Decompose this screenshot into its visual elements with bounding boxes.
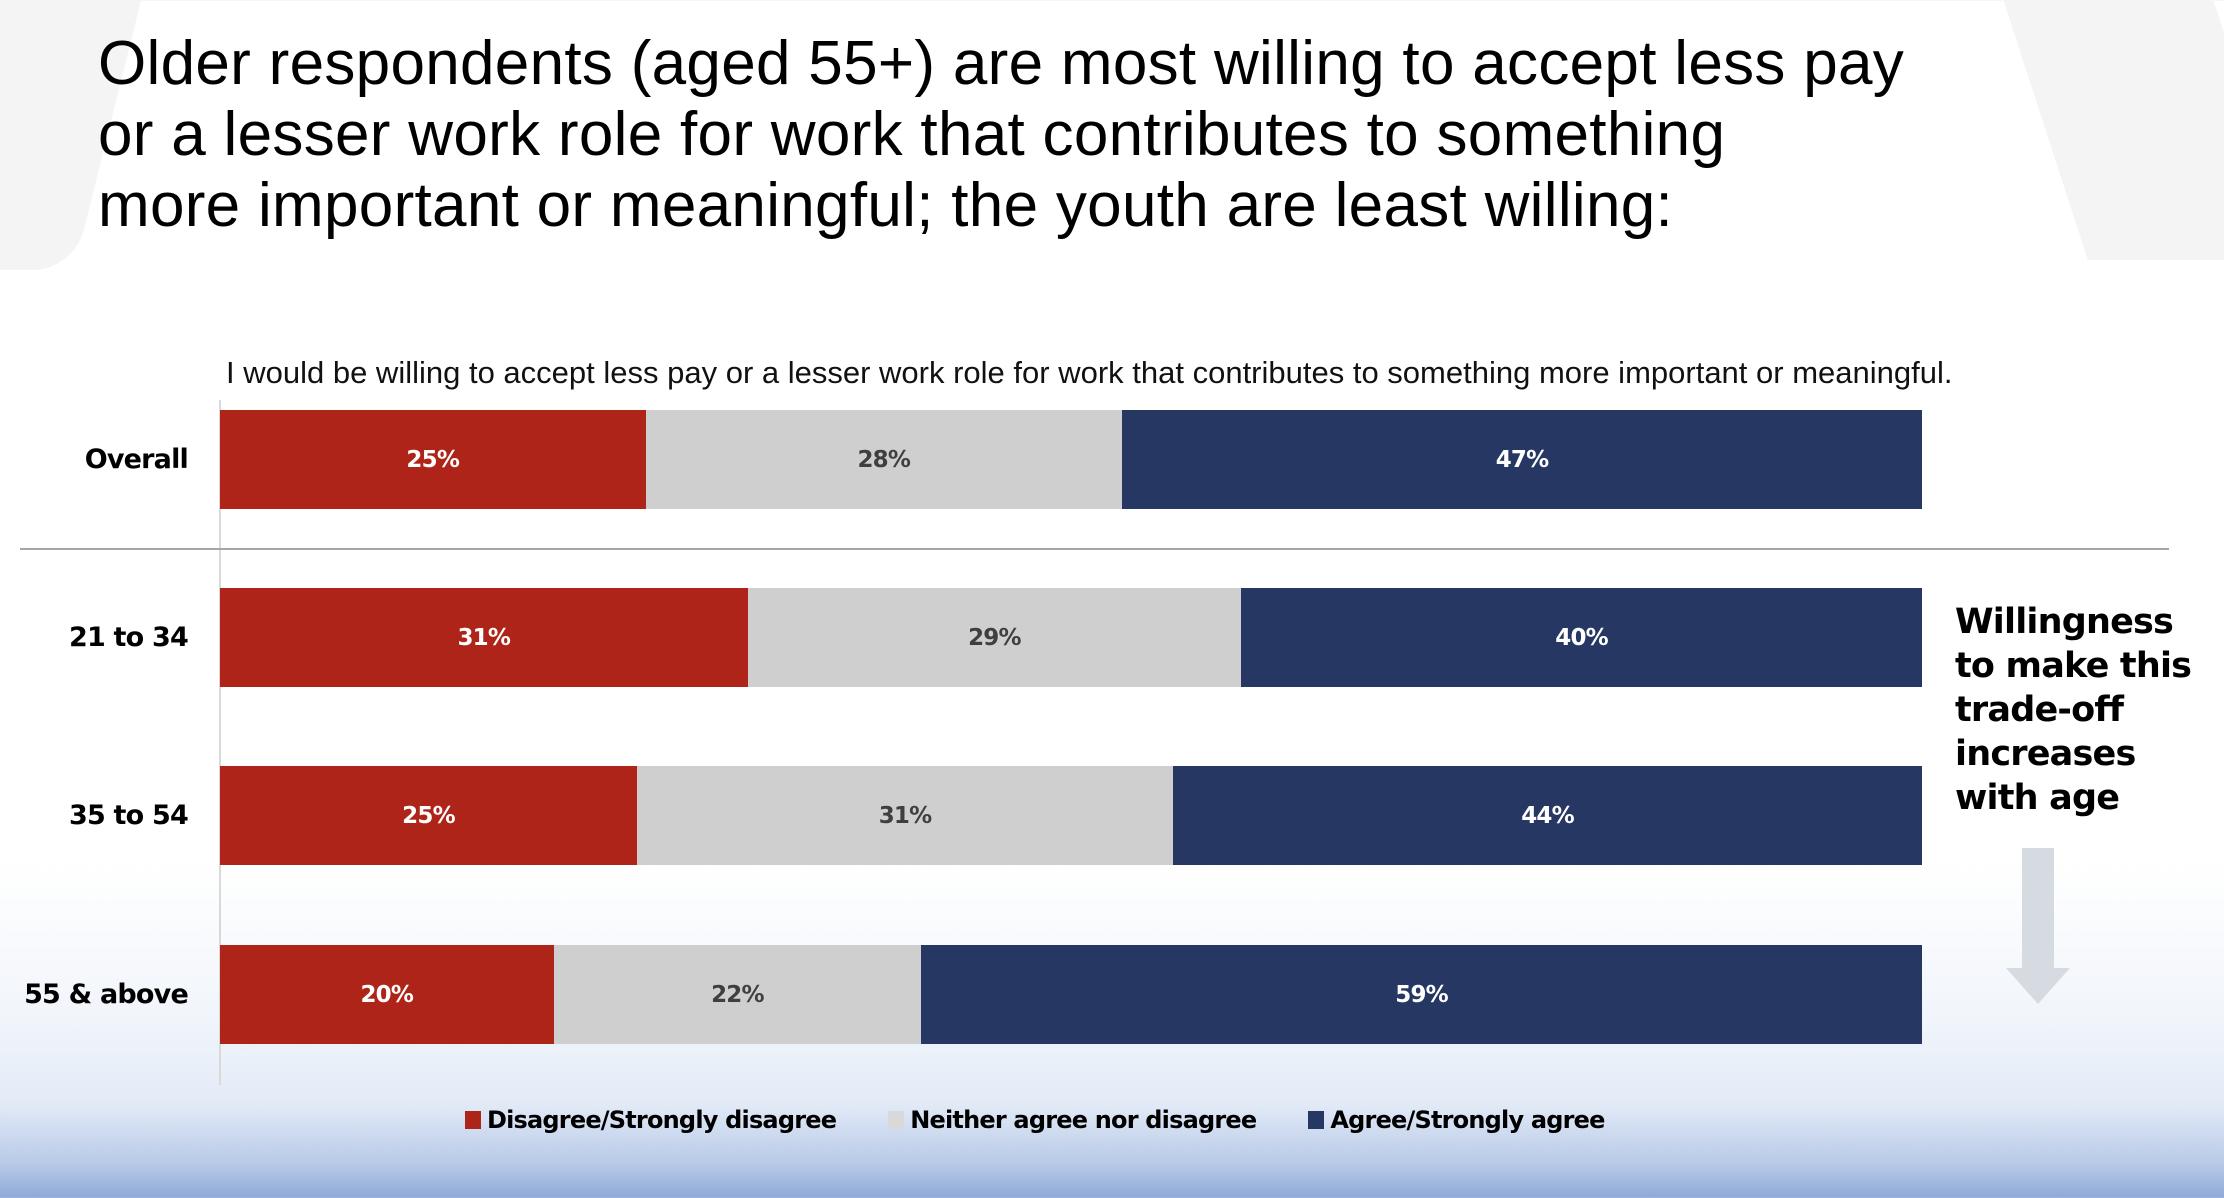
chart-question: I would be willing to accept less pay or… (226, 355, 1953, 390)
legend-swatch-agree (1308, 1111, 1325, 1129)
legend-swatch-neither (888, 1111, 905, 1129)
slide-title: Older respondents (aged 55+) are most wi… (98, 28, 2158, 241)
legend-item-agree: Agree/Strongly agree (1308, 1106, 1605, 1134)
stacked-bar: 20% 22% 59% (220, 945, 1922, 1044)
value-label: 29% (968, 624, 1021, 651)
bar-row-21-to-34: 21 to 34 31% 29% 40% (0, 588, 1930, 687)
bar-segment-agree: 44% (1173, 766, 1922, 865)
bar-segment-disagree: 20% (220, 945, 554, 1044)
value-label: 28% (857, 446, 911, 473)
bar-row-55-and-above: 55 & above 20% 22% 59% (0, 945, 1930, 1044)
value-label: 40% (1555, 624, 1608, 651)
bar-segment-neither: 29% (747, 588, 1242, 687)
value-label: 59% (1395, 981, 1448, 1008)
bar-segment-disagree: 31% (220, 588, 748, 687)
value-label: 20% (360, 981, 414, 1008)
value-label: 31% (878, 802, 932, 829)
category-axis-line (219, 400, 221, 1085)
slide-title-line-3: more important or meaningful; the youth … (98, 171, 1674, 240)
legend-swatch-disagree (465, 1111, 481, 1129)
bar-segment-neither: 22% (553, 945, 922, 1044)
row-label: 55 & above (24, 979, 189, 1010)
trend-annotation: Willingness to make this trade-off incre… (1955, 602, 2192, 818)
bar-segment-agree: 59% (921, 945, 1922, 1044)
row-label: 35 to 54 (68, 800, 189, 831)
stacked-bar: 31% 29% 40% (220, 588, 1922, 687)
stacked-bar: 25% 31% 44% (220, 766, 1922, 865)
bar-segment-disagree: 25% (220, 410, 646, 509)
value-label: 47% (1495, 446, 1549, 473)
value-label: 25% (406, 446, 460, 473)
bar-segment-agree: 47% (1122, 410, 1922, 509)
bar-segment-neither: 28% (645, 410, 1123, 509)
overall-divider-line (20, 548, 2169, 550)
bar-row-overall: Overall 25% 28% 47% (0, 410, 1930, 509)
legend-item-neither: Neither agree nor disagree (888, 1106, 1257, 1134)
value-label: 31% (457, 624, 511, 651)
row-label: Overall (84, 444, 189, 475)
bar-segment-neither: 31% (636, 766, 1174, 865)
row-label: 21 to 34 (68, 622, 189, 653)
bar-row-35-to-54: 35 to 54 25% 31% 44% (0, 766, 1930, 865)
slide-title-line-1: Older respondents (aged 55+) are most wi… (98, 29, 1905, 98)
legend-label: Neither agree nor disagree (910, 1106, 1257, 1134)
legend-label: Disagree/Strongly disagree (487, 1106, 837, 1134)
value-label: 25% (402, 802, 455, 829)
slide-title-line-2: or a lesser work role for work that cont… (98, 100, 1726, 169)
stacked-bar: 25% 28% 47% (220, 410, 1922, 509)
bar-segment-agree: 40% (1241, 588, 1922, 687)
legend-item-disagree: Disagree/Strongly disagree (465, 1106, 837, 1134)
chart-legend: Disagree/Strongly disagree Neither agree… (465, 1100, 1657, 1140)
down-arrow-icon (2006, 848, 2070, 1004)
legend-label: Agree/Strongly agree (1330, 1106, 1605, 1134)
bar-segment-disagree: 25% (220, 766, 637, 865)
value-label: 44% (1521, 802, 1574, 829)
value-label: 22% (711, 981, 764, 1008)
